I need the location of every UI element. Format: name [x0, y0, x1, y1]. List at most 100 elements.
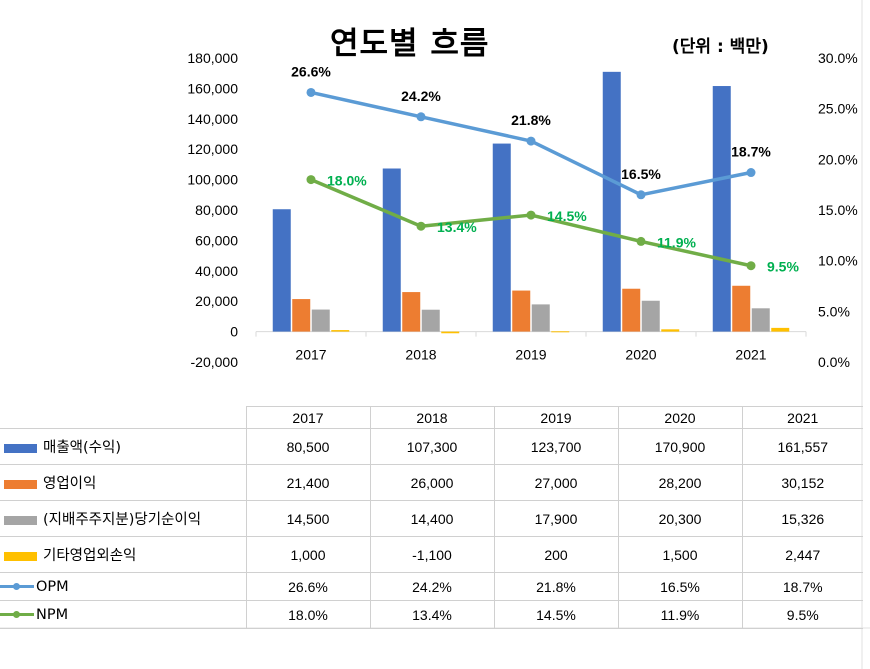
year-header: 2021: [741, 406, 863, 429]
line-point: [636, 236, 646, 246]
table-cell: 26,000: [369, 464, 494, 501]
row-label-text: 기타영업외손익: [43, 548, 137, 564]
y-tick-label: 60,000: [195, 232, 238, 248]
bar: [712, 86, 731, 332]
table-cell: 20,300: [617, 500, 742, 537]
y-tick-label: 140,000: [187, 111, 238, 127]
y-tick-label: 40,000: [195, 263, 238, 279]
table-cell: 14,500: [245, 500, 370, 537]
data-label: 26.6%: [291, 63, 331, 79]
bar: [602, 71, 621, 332]
table-cell: 14.5%: [493, 600, 618, 629]
bar: [661, 329, 680, 332]
x-tick-label: 2020: [625, 347, 656, 363]
data-table: 2017 2018 2019 2020 2021 매출액(수익) 80,500 10…: [0, 406, 863, 629]
table-cell: 21.8%: [493, 572, 618, 601]
bar: [771, 327, 790, 332]
y-tick-label: 100,000: [187, 172, 238, 188]
legend-swatch: [4, 479, 37, 489]
table-cell: 13.4%: [369, 600, 494, 629]
table-cell: 17,900: [493, 500, 618, 537]
row-label: 기타영업외손익: [0, 536, 246, 573]
table-row: (지배주주지분)당기순이익 14,500 14,400 17,900 20,300 15,…: [0, 500, 863, 537]
year-header: 2019: [493, 406, 618, 429]
bar: [622, 288, 641, 332]
data-label: 14.5%: [547, 208, 587, 224]
table-row: 기타영업외손익 1,000 -1,100 200 1,500 2,447: [0, 536, 863, 573]
bar: [331, 330, 350, 332]
table-cell: 16.5%: [617, 572, 742, 601]
data-label: 11.9%: [657, 234, 696, 250]
table-cell: 26.6%: [245, 572, 370, 601]
table-cell: 14,400: [369, 500, 494, 537]
row-label-text: 영업이익: [43, 476, 97, 492]
row-label-text: 매출액(수익): [43, 440, 122, 456]
y2-tick-label: 20.0%: [818, 151, 858, 167]
bar: [531, 304, 550, 332]
row-label: 영업이익: [0, 464, 246, 501]
table-cell: 27,000: [493, 464, 618, 501]
line-point: [636, 190, 646, 200]
table-cell: 24.2%: [369, 572, 494, 601]
line-point: [746, 168, 756, 178]
bar: [492, 143, 511, 332]
bar: [272, 209, 291, 332]
table-cell: 107,300: [369, 428, 494, 465]
year-header: 2020: [617, 406, 742, 429]
table-cell: 80,500: [245, 428, 370, 465]
line-point: [306, 87, 316, 97]
chart-area: -20,000 0 20,000 40,000 60,000 80,000 100,000 1…: [187, 50, 858, 370]
legend-line-marker: [0, 609, 34, 621]
table-row: OPM 26.6% 24.2% 21.8% 16.5% 18.7%: [0, 572, 863, 601]
unit-note: (단위 : 백만): [672, 37, 769, 57]
data-label: 21.8%: [511, 112, 551, 128]
table-cell: 11.9%: [617, 600, 742, 629]
table-cell: 123,700: [493, 428, 618, 465]
y-tick-label: -20,000: [191, 354, 239, 370]
bar: [641, 300, 660, 332]
line-point: [416, 112, 426, 122]
data-label: 16.5%: [621, 166, 661, 182]
table-cell: 170,900: [617, 428, 742, 465]
table-cell: 21,400: [245, 464, 370, 501]
y-tick-label: 0: [230, 324, 238, 340]
x-tick-label: 2018: [405, 347, 436, 363]
table-cell: 28,200: [617, 464, 742, 501]
bar: [402, 292, 421, 332]
table-row: 매출액(수익) 80,500 107,300 123,700 170,900 161,55…: [0, 428, 863, 465]
y-tick-label: 20,000: [195, 293, 238, 309]
row-label-text: (지배주주지분)당기순이익: [43, 512, 202, 528]
data-label: 18.7%: [731, 144, 771, 160]
table-header-row: 2017 2018 2019 2020 2021: [0, 406, 863, 429]
table-cell: -1,100: [369, 536, 494, 573]
legend-swatch: [4, 551, 37, 561]
row-label-text: OPM: [36, 578, 69, 595]
table-cell: 1,000: [245, 536, 370, 573]
row-label: (지배주주지분)당기순이익: [0, 500, 246, 537]
table-cell: 200: [493, 536, 618, 573]
y-tick-label: 160,000: [187, 80, 238, 96]
year-header: 2018: [369, 406, 494, 429]
table-corner: [0, 406, 247, 429]
y2-tick-label: 10.0%: [818, 253, 858, 269]
data-label: 13.4%: [437, 219, 477, 235]
data-label: 24.2%: [401, 88, 441, 104]
table-row: 영업이익 21,400 26,000 27,000 28,200 30,152: [0, 464, 863, 501]
x-tick-label: 2021: [735, 347, 766, 363]
bar: [751, 308, 770, 332]
y2-tick-label: 25.0%: [818, 101, 858, 117]
line-point: [526, 136, 536, 146]
line-point: [746, 261, 756, 271]
row-label-text: NPM: [36, 606, 69, 623]
table-cell: 30,152: [741, 464, 863, 501]
bar: [421, 309, 440, 332]
y-tick-label: 180,000: [187, 50, 238, 66]
table-cell: 2,447: [741, 536, 863, 573]
bar: [441, 331, 460, 334]
table-cell: 9.5%: [741, 600, 863, 629]
bar: [551, 331, 570, 333]
year-header: 2017: [245, 406, 370, 429]
y2-tick-label: 0.0%: [818, 354, 850, 370]
legend-swatch: [4, 515, 37, 525]
table-cell: 1,500: [617, 536, 742, 573]
